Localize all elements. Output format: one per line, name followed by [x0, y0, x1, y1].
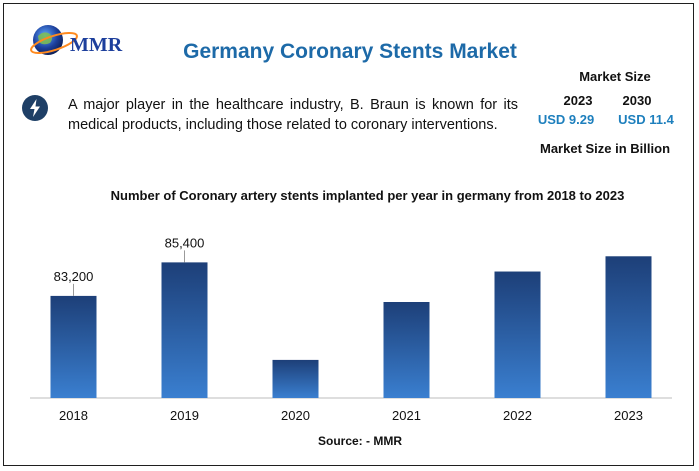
bar-2020: [272, 359, 319, 398]
info-text: A major player in the healthcare industr…: [68, 97, 518, 133]
market-size-value-2023: USD 9.29: [537, 112, 595, 127]
bar-2018: [50, 295, 97, 398]
x-tick-label-2021: 2021: [392, 408, 421, 423]
bar-2021: [383, 302, 430, 398]
data-label-2019: 85,400: [165, 235, 205, 250]
x-tick-label-2018: 2018: [59, 408, 88, 423]
page-title: Germany Coronary Stents Market: [183, 40, 517, 63]
mmr-logo: MMR: [28, 16, 128, 66]
source-note: Source: - MMR: [318, 434, 402, 448]
lightning-bolt-icon: [22, 95, 48, 121]
market-size-value-2030: USD 11.4: [618, 112, 674, 127]
logo-text: MMR: [70, 34, 123, 56]
market-size-title: Market Size: [579, 69, 651, 84]
market-size-unit: Market Size in Billion: [539, 141, 671, 156]
x-tick-label-2023: 2023: [614, 408, 643, 423]
data-label-2018: 83,200: [54, 269, 94, 284]
x-tick-label-2020: 2020: [281, 408, 310, 423]
x-tick-label-2019: 2019: [170, 408, 199, 423]
market-size-year-2030: 2030: [622, 93, 652, 108]
chart-title: Number of Coronary artery stents implant…: [110, 188, 625, 203]
x-tick-label-2022: 2022: [503, 408, 532, 423]
infographic-frame: [3, 3, 694, 466]
bar-2019: [161, 262, 208, 398]
market-size-year-2023: 2023: [563, 93, 593, 108]
bar-2022: [494, 271, 541, 398]
bar-2023: [605, 256, 652, 398]
